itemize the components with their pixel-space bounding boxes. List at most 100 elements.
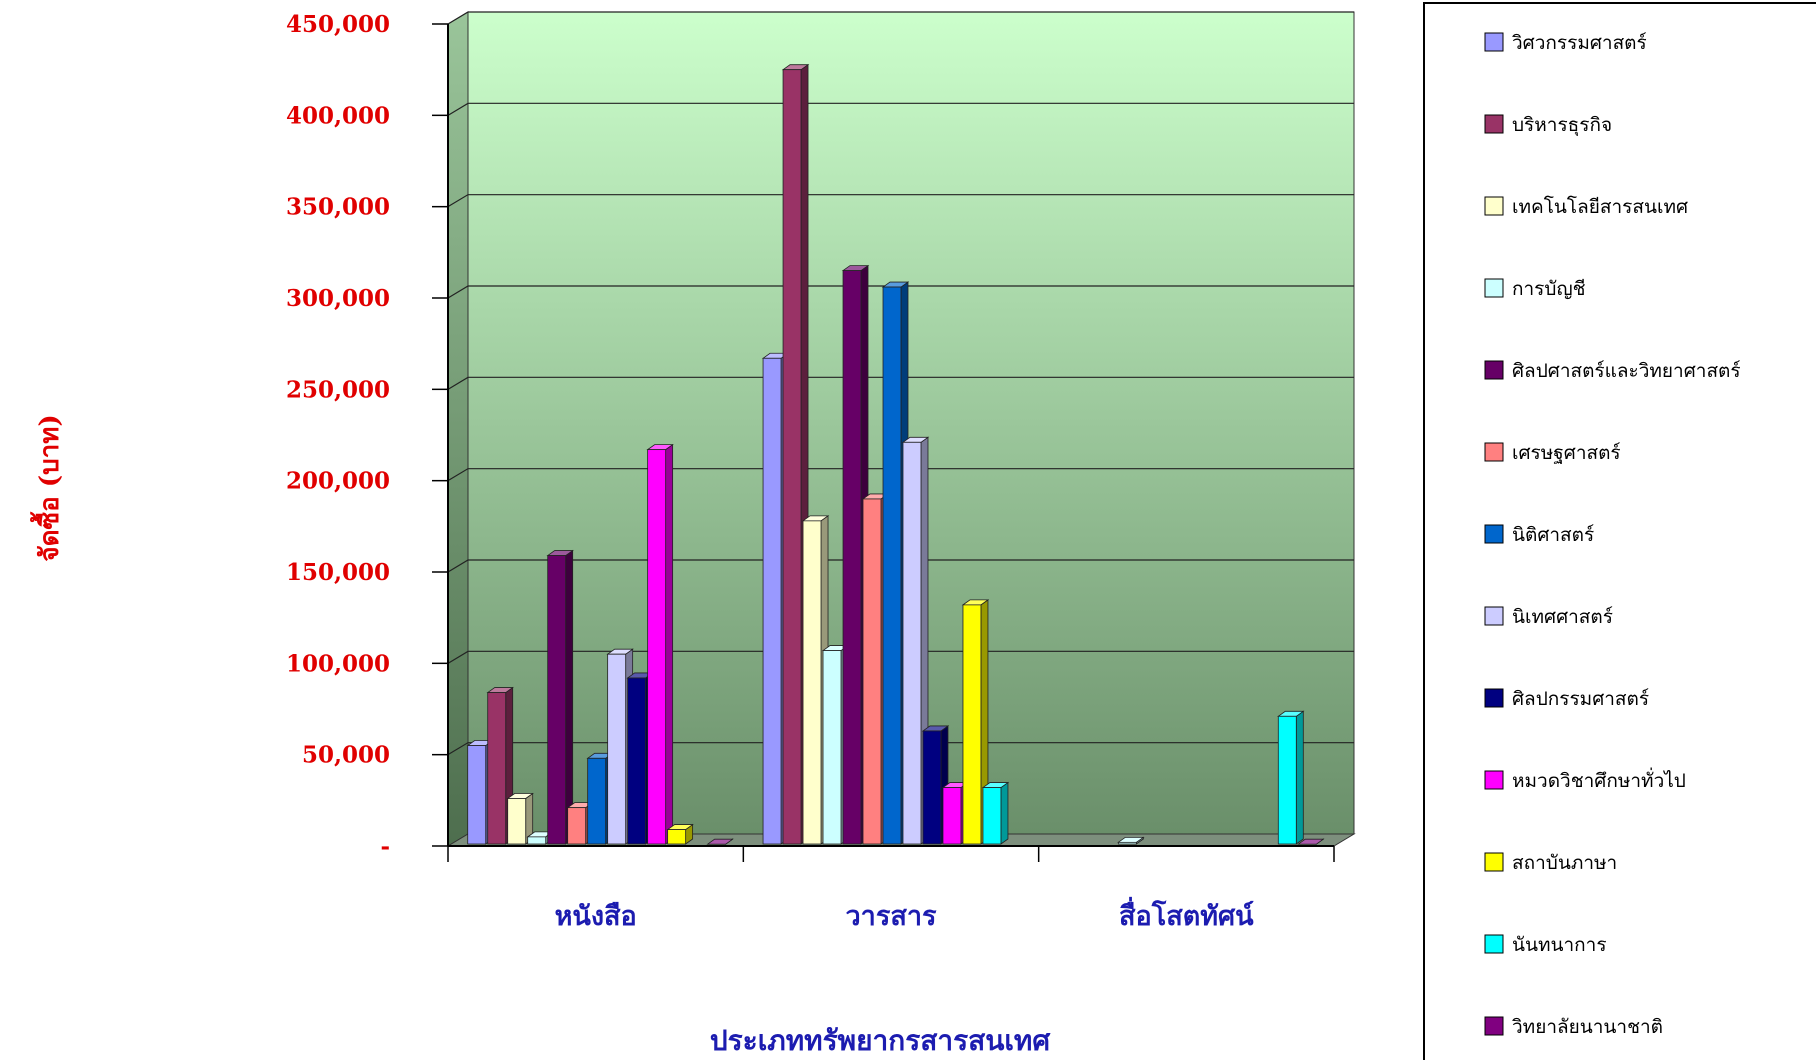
bar-front [1277,715,1297,845]
bar-front [667,829,687,845]
bar-side [1295,710,1304,845]
x-tick-label: สื่อโสตทัศน์ [1119,896,1254,932]
y-tick-label: 200,000 [286,468,390,495]
bar [666,823,694,845]
legend-label: หมวดวิชาศึกษาทั่วไป [1512,767,1686,792]
bars [466,63,1325,845]
gridline [447,376,1354,390]
bar-front [487,692,507,845]
bar [1277,710,1305,845]
bar [646,443,674,845]
bar [546,549,574,845]
bar-front [882,286,902,845]
y-axis-title: จัดซื้อ (บาท) [29,414,65,561]
bar [706,838,734,845]
gridline [447,650,1354,664]
bar-front [762,357,782,845]
axis-labels: จัดซื้อ (บาท) ประเภททรัพยากรสารสนเทศ - 50… [29,11,1254,1057]
y-tick-label: 100,000 [286,650,390,677]
bar-side [565,549,574,845]
legend-label: นันทนาการ [1512,934,1607,956]
bar [1117,836,1145,845]
bar-front [547,555,567,845]
bar [961,599,990,845]
bar [1297,838,1325,845]
bar-front [942,787,962,845]
axes [432,23,1335,862]
legend: วิศวกรรมศาสตร์บริหารธุรกิจเทคโนโลยีสารสน… [1423,2,1816,1060]
bar-side [1000,781,1009,845]
gridline [447,11,1354,25]
x-axis-title: ประเภททรัพยากรสารสนเทศ [710,1024,1052,1057]
legend-swatch [1484,360,1504,380]
legend-swatch [1484,606,1504,626]
y-tick-label: 300,000 [286,285,390,312]
x-tick-label: หนังสือ [555,901,637,932]
bar-front [782,69,802,845]
bar-top [706,838,734,845]
legend-swatch [1484,524,1504,544]
y-tick-label: - [380,833,390,860]
gridline [447,285,1354,299]
bar-front [862,498,882,845]
y-tick-label: 50,000 [302,742,390,769]
legend-label: นิเทศศาสตร์ [1512,606,1613,628]
gridline [447,102,1354,116]
bar-front [567,807,587,845]
bar-front [527,836,547,845]
bar-front [822,650,842,845]
bar-front [842,270,862,845]
legend-swatch [1484,852,1504,872]
legend-label: วิทยาลัยนานาชาติ [1512,1016,1663,1038]
legend-swatch [1484,278,1504,298]
legend-box [1423,2,1816,1060]
bar-front [982,787,1002,845]
legend-label: บริหารธุรกิจ [1512,114,1612,137]
bar-front [607,653,627,845]
gridline [447,742,1354,756]
legend-label: การบัญชี [1512,278,1586,300]
bar-front [922,730,942,845]
bar-top [1297,838,1325,845]
legend-swatch [1484,32,1504,52]
x-tick-label: วารสาร [846,901,937,932]
bar-front [627,677,647,845]
y-tick-label: 350,000 [286,194,390,221]
bar-front [587,757,607,845]
y-tick-label: 150,000 [286,559,390,586]
legend-label: นิติศาสตร์ [1512,524,1594,546]
side-wall [447,11,469,847]
legend-swatch [1484,688,1504,708]
legend-swatch [1484,770,1504,790]
legend-label: ศิลปกรรมศาสตร์ [1512,688,1649,710]
bar-front [507,798,527,845]
bar [506,792,534,845]
y-tick-label: 250,000 [286,376,390,403]
legend-label: ศิลปศาสตร์และวิทยาศาสตร์ [1512,360,1741,382]
gridline [447,559,1354,573]
legend-swatch [1484,442,1504,462]
bar-front [467,745,487,845]
legend-label: เศรษฐศาสตร์ [1512,442,1621,464]
bar [921,725,950,845]
bar-front [1117,841,1137,845]
gridlines [447,11,1354,756]
bar [981,781,1010,845]
legend-swatch [1484,934,1504,954]
gridline [447,468,1354,482]
bar-front [802,520,822,845]
y-tick-label: 400,000 [286,102,390,129]
bar-side [665,443,674,845]
y-tick-label: 450,000 [286,11,390,38]
legend-label: สถาบันภาษา [1512,852,1617,874]
legend-swatch [1484,196,1504,216]
legend-label: วิศวกรรมศาสตร์ [1512,32,1647,54]
gridline [447,194,1354,208]
legend-swatch [1484,114,1504,134]
bar-front [962,604,982,845]
legend-label: เทคโนโลยีสารสนเทศ [1512,195,1688,218]
bar-front [902,441,922,845]
legend-swatch [1484,1016,1504,1036]
bar-front [647,449,667,845]
